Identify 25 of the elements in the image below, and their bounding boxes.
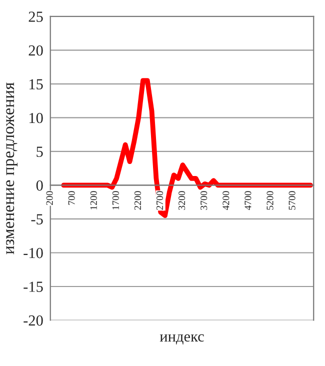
y-axis-title: изменение предложения — [6, 82, 18, 254]
y-tick-label: 0 — [36, 180, 43, 191]
y-tick-label: 5 — [36, 146, 43, 157]
x-tick-label: 4200 — [222, 191, 230, 210]
y-tick-label: -10 — [24, 248, 43, 258]
x-tick-label: 3700 — [200, 191, 208, 210]
x-tick-label: 4700 — [244, 191, 252, 210]
y-tick-label: -5 — [31, 214, 43, 224]
x-tick-label: 5200 — [266, 191, 274, 210]
y-tick-label: 15 — [29, 79, 43, 90]
y-tick-label: 10 — [29, 112, 43, 124]
x-tick-label: 700 — [68, 191, 75, 205]
x-tick-label: 200 — [46, 191, 53, 205]
x-tick-label: 2700 — [156, 191, 164, 210]
y-tick-label: -20 — [24, 315, 43, 326]
y-tick-label: -15 — [24, 282, 43, 292]
x-tick-label: 5700 — [288, 191, 296, 210]
x-tick-label: 2200 — [134, 191, 141, 210]
x-tick-label: 1200 — [90, 191, 97, 210]
x-tick-label: 1700 — [112, 191, 119, 210]
x-axis-title: индекс — [160, 334, 204, 344]
x-tick-label: 3200 — [178, 191, 186, 210]
y-tick-label: 20 — [28, 45, 43, 56]
y-tick-label: 25 — [28, 12, 43, 22]
line-series — [61, 78, 313, 218]
